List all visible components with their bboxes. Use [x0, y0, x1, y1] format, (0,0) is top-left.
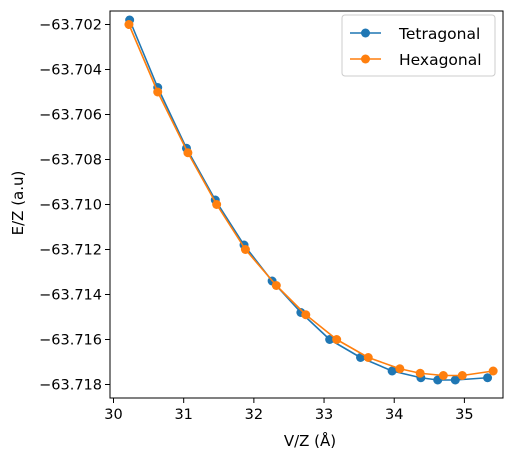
x-tick-label: 33 [315, 407, 333, 423]
legend: Tetragonal Hexagonal [341, 14, 496, 77]
data-point-hexagonal [271, 281, 281, 290]
data-point-tetragonal [325, 335, 335, 344]
plot-frame [109, 10, 504, 399]
y-tick-label: −63.718 [39, 378, 102, 394]
y-tick-label: −63.706 [39, 108, 102, 124]
x-tick-label: 31 [174, 407, 192, 423]
data-point-hexagonal [395, 364, 405, 374]
data-point-hexagonal [124, 20, 134, 29]
y-tick-label: −63.712 [39, 243, 102, 259]
y-tick-label: −63.704 [39, 63, 102, 79]
data-point-tetragonal [483, 373, 493, 383]
data-point-hexagonal [301, 310, 311, 320]
x-tick-label: 34 [385, 407, 403, 423]
y-tick-label: −63.702 [39, 18, 102, 34]
y-axis-label: E/Z (a.u) [9, 171, 27, 236]
x-tick-label: 30 [104, 407, 122, 423]
data-point-tetragonal [387, 366, 397, 376]
data-point-hexagonal [332, 335, 342, 344]
y-tick-label: −63.714 [39, 288, 102, 304]
data-point-hexagonal [415, 368, 425, 378]
y-tick-label: −63.716 [39, 333, 102, 349]
data-point-hexagonal [153, 87, 163, 97]
data-point-hexagonal [457, 371, 467, 380]
x-axis-ticks: 30 31 32 33 34 35 [104, 398, 474, 423]
data-point-hexagonal [183, 148, 193, 158]
x-axis-label: V/Z (Å) [284, 431, 336, 450]
x-tick-label: 35 [455, 407, 473, 423]
data-point-hexagonal [363, 353, 373, 362]
legend-label-hexagonal: Hexagonal [399, 51, 482, 69]
y-axis-ticks: −63.702 −63.704 −63.706 −63.708 −63.710 −63.7… [39, 18, 110, 394]
legend-label-tetragonal: Tetragonal [398, 25, 480, 43]
data-point-hexagonal [240, 245, 250, 254]
legend-marker-hexagonal [361, 54, 370, 64]
y-tick-label: −63.710 [39, 198, 102, 214]
data-point-hexagonal [212, 200, 222, 209]
legend-marker-tetragonal [361, 28, 370, 38]
y-tick-label: −63.708 [39, 153, 102, 169]
x-tick-label: 32 [245, 407, 263, 423]
data-point-tetragonal [450, 375, 460, 385]
series-layer [124, 15, 498, 385]
data-point-hexagonal [488, 366, 498, 376]
data-point-hexagonal [438, 371, 448, 380]
legend-box [341, 14, 496, 77]
